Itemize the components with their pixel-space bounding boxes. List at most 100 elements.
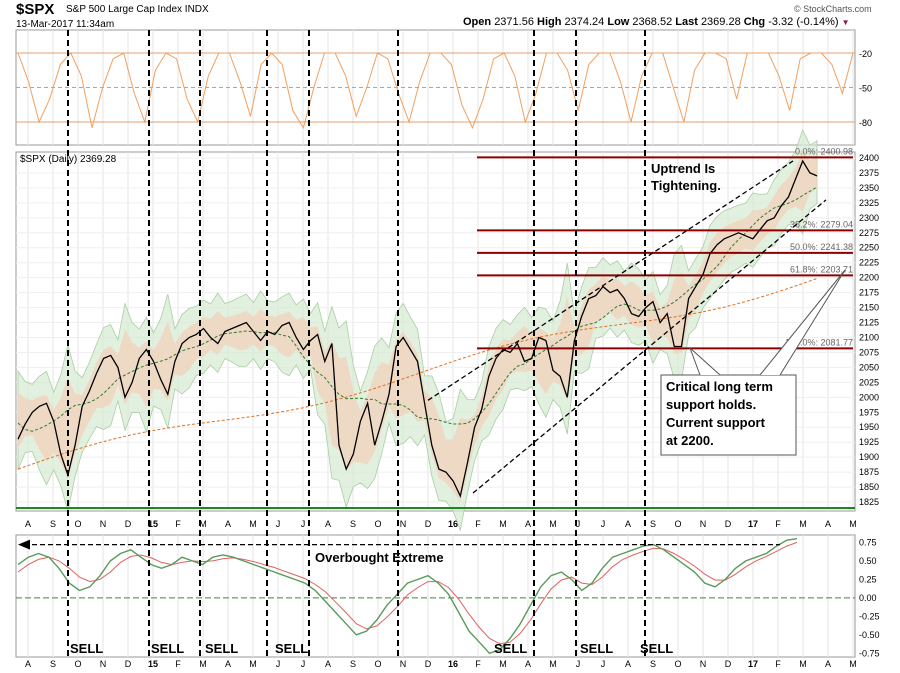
high-value: 2374.24 (564, 16, 605, 28)
month-label-top: J (276, 519, 281, 529)
price-line (17, 159, 818, 499)
month-label-bottom: J (301, 659, 306, 669)
month-label-top: S (350, 519, 356, 529)
month-label-top: N (400, 519, 407, 529)
panel-border-osc (15, 534, 856, 658)
month-label-bottom: M (499, 659, 507, 669)
month-label-bottom: M (199, 659, 207, 669)
annotation-uptrend: Tightening. (651, 178, 721, 193)
month-label-bottom: O (674, 659, 681, 669)
month-label-bottom: N (100, 659, 107, 669)
rsi-tick-label: -50 (859, 84, 872, 94)
month-label-top: O (674, 519, 681, 529)
month-label-top: A (25, 519, 31, 529)
month-label-top: N (100, 519, 107, 529)
month-label-bottom: 16 (448, 659, 458, 669)
chart-name: S&P 500 Large Cap Index INDX (66, 4, 209, 15)
month-label-top: F (475, 519, 481, 529)
panel-border-price (15, 151, 856, 512)
price-tick-label: 2300 (859, 213, 879, 223)
month-label-bottom: J (601, 659, 606, 669)
ma-short-line (17, 186, 818, 432)
month-label-bottom: F (175, 659, 181, 669)
month-label-top: O (374, 519, 381, 529)
price-tick-label: 2350 (859, 183, 879, 193)
osc-tick-label: 0.00 (859, 593, 877, 603)
month-label-bottom: A (325, 659, 331, 669)
quote-bar: Open 2371.56 High 2374.24 Low 2368.52 La… (463, 16, 850, 28)
month-label-top: J (576, 519, 581, 529)
annotation-support: at 2200. (666, 433, 714, 448)
month-label-top: A (225, 519, 231, 529)
month-label-top: J (301, 519, 306, 529)
price-tick-label: 1825 (859, 497, 879, 507)
fib-level-label: 0.0%: 2400.98 (795, 146, 853, 156)
sell-label: SELL (151, 641, 184, 656)
open-value: 2371.56 (494, 16, 534, 28)
price-tick-label: 1975 (859, 407, 879, 417)
low-value: 2368.52 (632, 16, 673, 28)
fib-level-label: 61.8%: 2203.71 (790, 264, 853, 274)
overbought-label: Overbought Extreme (315, 550, 444, 565)
month-label-top: F (775, 519, 781, 529)
rsi-tick-label: -80 (859, 118, 872, 128)
month-label-top: A (525, 519, 531, 529)
osc-tick-label: 0.50 (859, 556, 877, 566)
price-tick-label: 2075 (859, 347, 879, 357)
price-tick-label: 2375 (859, 168, 879, 178)
month-label-top: O (74, 519, 81, 529)
down-arrow-icon: ▼ (841, 18, 850, 27)
month-label-top: 15 (148, 519, 158, 529)
month-label-bottom: 15 (148, 659, 158, 669)
price-tick-label: 2050 (859, 362, 879, 372)
month-label-bottom: M (799, 659, 807, 669)
trend-channel-upper (427, 160, 794, 401)
price-tick-label: 2200 (859, 273, 879, 283)
price-panel-title: $SPX (Daily) 2369.28 (20, 154, 117, 165)
open-label: Open (463, 16, 492, 28)
sell-label: SELL (640, 641, 673, 656)
month-label-bottom: D (425, 659, 432, 669)
month-label-top: A (625, 519, 631, 529)
month-label-top: D (425, 519, 432, 529)
rsi-tick-label: -20 (859, 49, 872, 59)
support-callout-pointer (689, 347, 721, 376)
osc-tick-label: -0.50 (859, 630, 880, 640)
month-label-bottom: M (249, 659, 257, 669)
chg-label: Chg (743, 16, 766, 28)
month-label-top: M (249, 519, 257, 529)
chg-value: -3.32 (-0.14%) (768, 16, 839, 28)
month-label-bottom: D (725, 659, 732, 669)
month-label-bottom: N (400, 659, 407, 669)
trend-channel-lower (472, 199, 827, 494)
low-label: Low (607, 16, 630, 28)
exchange-name: INDX (184, 4, 209, 15)
month-label-top: M (549, 519, 557, 529)
month-label-bottom: S (650, 659, 656, 669)
month-label-top: S (650, 519, 656, 529)
price-tick-label: 1950 (859, 422, 879, 432)
high-label: High (537, 16, 562, 28)
month-label-bottom: J (276, 659, 281, 669)
price-tick-label: 2250 (859, 243, 879, 253)
month-label-bottom: N (700, 659, 707, 669)
price-tick-label: 2275 (859, 228, 879, 238)
month-label-top: A (325, 519, 331, 529)
price-tick-label: 2175 (859, 288, 879, 298)
month-label-bottom: O (374, 659, 381, 669)
sell-label: SELL (494, 641, 527, 656)
month-label-bottom: S (350, 659, 356, 669)
panel-border-rsi (15, 29, 856, 146)
sell-label: SELL (205, 641, 238, 656)
ma-long-line (17, 278, 818, 470)
month-label-bottom: A (225, 659, 231, 669)
fib-level-label: 100.0%: 2081.77 (785, 337, 853, 347)
month-label-top: J (601, 519, 606, 529)
chart-symbol: $SPX (16, 1, 55, 18)
chart-timestamp: 13-Mar-2017 11:34am (16, 19, 115, 30)
price-tick-label: 2125 (859, 318, 879, 328)
overbought-arrow-head (18, 539, 30, 550)
osc-tick-label: -0.25 (859, 611, 880, 621)
osc-tick-label: -0.75 (859, 648, 880, 658)
support-callout-pointer (759, 269, 846, 376)
